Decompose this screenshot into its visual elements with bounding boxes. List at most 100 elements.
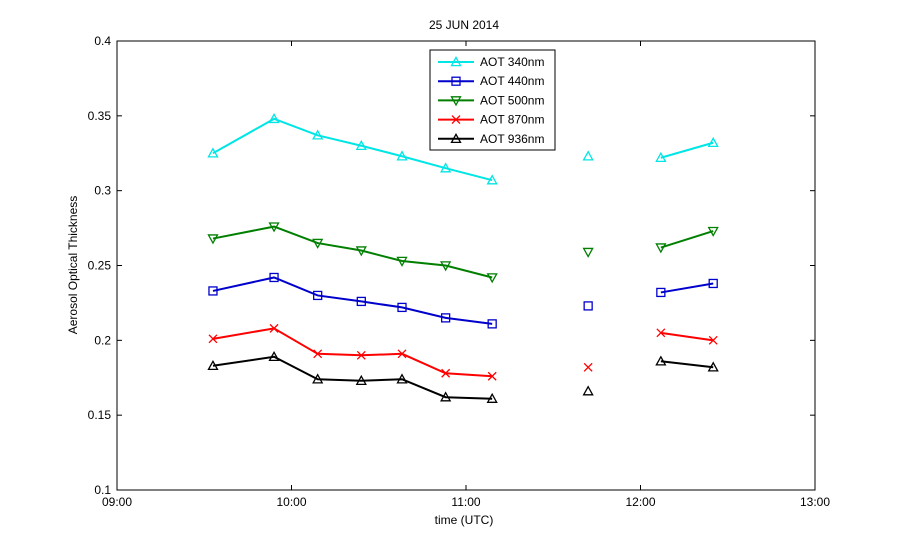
data-point [440, 162, 452, 173]
data-point [269, 323, 279, 333]
legend-item: AOT 500nm [438, 93, 544, 107]
data-point [583, 362, 593, 372]
marker-stroke [441, 368, 451, 378]
data-point [486, 174, 498, 185]
x-tick-label: 11:00 [451, 495, 480, 509]
data-point [208, 334, 218, 344]
series-line [212, 225, 493, 279]
marker-stroke [656, 328, 666, 338]
data-point [312, 129, 324, 140]
data-point [708, 335, 718, 345]
x-axis-label: time (UTC) [435, 513, 494, 527]
y-tick-label: 0.2 [94, 333, 111, 347]
series-line [212, 276, 493, 325]
series-line [660, 230, 714, 249]
legend-item: AOT 440nm [438, 74, 544, 88]
y-tick-label: 0.3 [94, 184, 111, 198]
marker-stroke [313, 349, 323, 359]
data-point [355, 374, 367, 385]
series-aot-870nm [208, 323, 718, 381]
legend-item: AOT 340nm [438, 55, 544, 69]
data-point [397, 302, 407, 313]
data-point [582, 247, 594, 258]
data-point [708, 278, 718, 289]
legend-label: AOT 870nm [480, 113, 544, 127]
y-tick-label: 0.1 [94, 483, 111, 497]
data-point [396, 256, 408, 267]
legend-marker [450, 132, 462, 144]
data-point [707, 226, 719, 237]
marker-stroke [269, 323, 279, 333]
data-point [487, 371, 497, 381]
series-aot-500nm [207, 222, 719, 284]
x-tick-label: 09:00 [102, 495, 132, 509]
data-point [655, 243, 667, 254]
y-tick-label: 0.4 [94, 34, 111, 48]
data-point [312, 238, 324, 249]
marker-stroke [487, 371, 497, 381]
series-line [212, 117, 493, 182]
legend-marker [451, 76, 461, 86]
marker-stroke [397, 349, 407, 359]
data-point [486, 273, 498, 284]
data-point [397, 349, 407, 359]
data-point [269, 272, 279, 283]
data-point [313, 349, 323, 359]
data-point [312, 373, 324, 384]
legend-label: AOT 500nm [480, 93, 544, 107]
data-point [583, 301, 593, 311]
data-point [707, 136, 719, 148]
data-point [655, 151, 667, 162]
data-point [441, 368, 451, 378]
y-axis-label: Aerosol Optical Thickness [66, 196, 80, 335]
data-point [396, 150, 408, 161]
legend-label: AOT 936nm [480, 132, 544, 146]
chart-title: 25 JUN 2014 [429, 18, 499, 32]
data-point [356, 350, 366, 360]
marker-stroke [208, 334, 218, 344]
x-tick-label: 13:00 [800, 495, 830, 509]
series-aot-936nm [207, 350, 719, 403]
data-point [356, 296, 366, 307]
data-point [656, 287, 666, 298]
data-point [440, 313, 451, 323]
x-tick-label: 10:00 [276, 495, 306, 509]
data-point [355, 246, 367, 257]
legend-label: AOT 440nm [480, 74, 544, 88]
series-line [212, 355, 493, 400]
data-point [487, 319, 497, 329]
x-tick-label: 12:00 [625, 495, 655, 509]
data-point [396, 373, 408, 384]
marker-stroke [356, 350, 366, 360]
marker-stroke [583, 362, 593, 372]
legend-marker [450, 96, 462, 107]
data-point [655, 355, 667, 366]
series-aot-440nm [208, 272, 718, 329]
marker-stroke [451, 115, 461, 125]
data-point [268, 350, 280, 362]
legend-item: AOT 936nm [438, 132, 544, 146]
data-point [440, 391, 452, 402]
data-point [582, 150, 594, 161]
data-point [440, 261, 452, 272]
marker-stroke [708, 335, 718, 345]
data-point [207, 234, 219, 245]
legend-item: AOT 870nm [438, 113, 544, 127]
y-tick-label: 0.25 [88, 259, 112, 273]
data-point [207, 147, 219, 158]
data-point [207, 359, 219, 371]
series-line [660, 331, 714, 342]
series-aot-340nm [207, 112, 719, 185]
legend: AOT 340nm AOT 440nm AOT 500nm AOT 870nm AOT … [429, 49, 556, 151]
data-point [313, 290, 323, 301]
y-tick-label: 0.35 [88, 109, 112, 123]
data-point [656, 328, 666, 338]
series-line [660, 282, 714, 294]
series-line [660, 360, 714, 369]
y-tick-label: 0.15 [88, 408, 112, 422]
data-point [268, 112, 280, 124]
series-line [660, 141, 714, 159]
data-point [582, 385, 594, 396]
